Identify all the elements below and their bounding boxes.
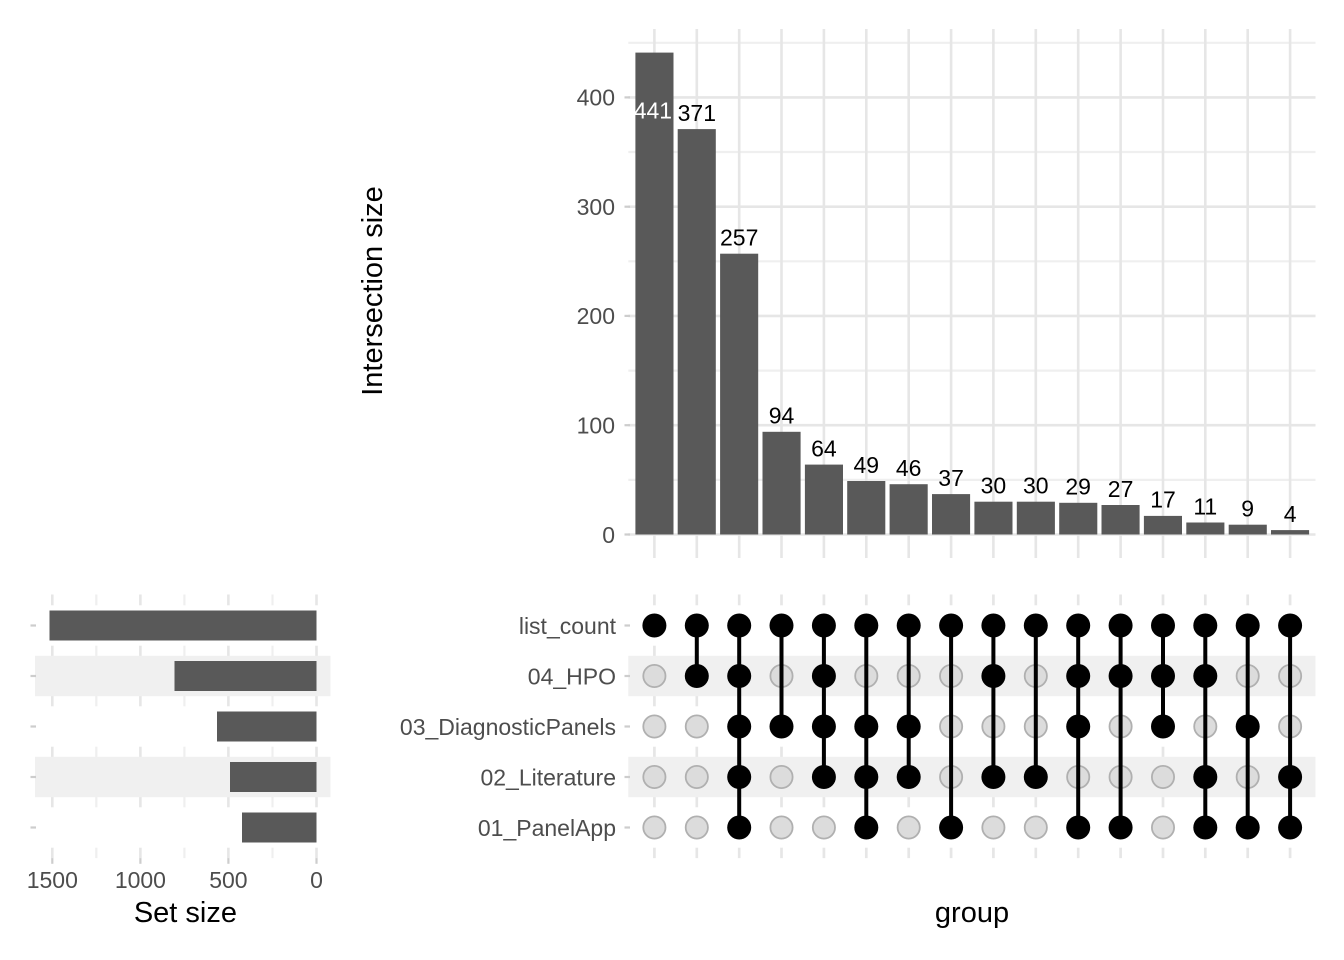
svg-text:03_DiagnosticPanels: 03_DiagnosticPanels [400,714,616,740]
svg-text:0: 0 [602,522,615,548]
svg-text:200: 200 [577,303,615,329]
svg-text:17: 17 [1150,487,1176,513]
svg-text:441: 441 [634,97,672,123]
svg-text:group: group [935,897,1009,929]
svg-text:29: 29 [1065,474,1091,500]
svg-text:01_PanelApp: 01_PanelApp [478,815,616,841]
svg-text:30: 30 [1023,473,1049,499]
svg-text:37: 37 [938,465,964,491]
svg-text:11: 11 [1193,493,1217,519]
svg-text:1500: 1500 [27,867,78,893]
svg-text:Set size: Set size [134,897,237,929]
svg-text:02_Literature: 02_Literature [480,764,616,790]
svg-text:46: 46 [896,455,922,481]
svg-text:Intersection size: Intersection size [357,186,389,396]
svg-text:371: 371 [678,100,716,126]
svg-text:49: 49 [854,452,880,478]
svg-text:94: 94 [769,403,795,429]
svg-text:1000: 1000 [115,867,166,893]
svg-text:257: 257 [720,225,758,251]
svg-text:0: 0 [310,867,323,893]
svg-text:04_HPO: 04_HPO [528,663,616,689]
svg-text:300: 300 [577,194,615,220]
svg-text:400: 400 [577,85,615,111]
svg-text:4: 4 [1284,501,1297,527]
svg-text:list_count: list_count [519,613,617,639]
svg-text:9: 9 [1241,496,1254,522]
svg-text:500: 500 [209,867,247,893]
svg-text:64: 64 [811,435,837,461]
svg-text:30: 30 [981,473,1007,499]
svg-text:27: 27 [1108,476,1134,502]
svg-text:100: 100 [577,413,615,439]
